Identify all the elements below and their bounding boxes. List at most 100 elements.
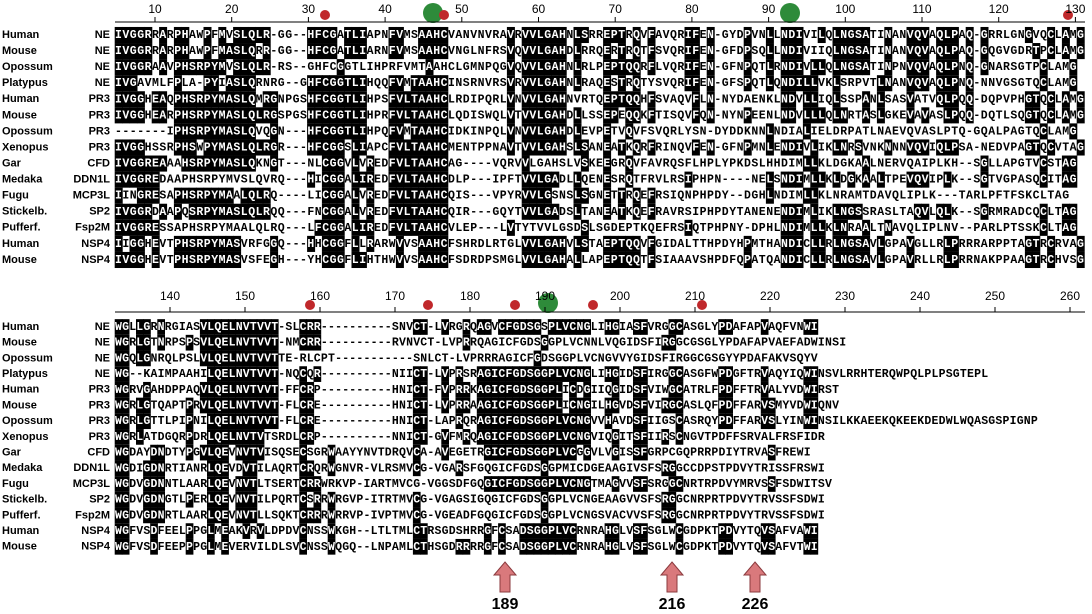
conserved-cell	[505, 444, 513, 461]
conserved-cell	[121, 476, 130, 492]
conserved-cell	[218, 91, 227, 108]
conserved-cell	[247, 26, 256, 44]
conserved-cell	[760, 413, 769, 430]
ruler-label: 260	[1060, 289, 1080, 303]
conserved-cell	[558, 235, 567, 252]
conserved-cell	[203, 251, 212, 269]
conserved-cell	[529, 75, 538, 92]
conserved-cell	[440, 203, 449, 220]
conserved-cell	[725, 381, 733, 398]
conserved-cell	[144, 171, 153, 188]
conserved-cell	[512, 397, 520, 414]
conserved-cell	[839, 43, 848, 60]
conserved-cell	[403, 139, 412, 156]
conserved-cell	[150, 444, 158, 461]
conserved-cell	[788, 26, 797, 44]
conserved-cell	[122, 59, 131, 76]
conserved-cell	[221, 523, 229, 539]
conserved-cell	[256, 523, 265, 539]
ruler-label: 70	[609, 2, 623, 16]
conserved-cell	[943, 26, 952, 44]
conserved-cell	[476, 366, 485, 382]
conserved-cell	[802, 187, 811, 204]
conserved-cell	[980, 155, 989, 172]
conserved-cell	[144, 59, 153, 76]
conserved-cell	[314, 107, 323, 124]
conserved-cell	[114, 507, 123, 524]
conserved-cell	[329, 26, 338, 44]
conserved-cell	[529, 123, 538, 140]
conserved-cell	[242, 381, 251, 398]
conserved-cell	[240, 75, 249, 92]
conserved-cell	[633, 476, 641, 492]
conserved-cell	[314, 91, 323, 108]
conserved-cell	[633, 538, 641, 555]
conserved-cell	[143, 350, 151, 367]
conserved-cell	[847, 26, 856, 44]
conserved-cell	[403, 171, 412, 188]
conserved-cell	[329, 187, 338, 204]
conserved-cell	[603, 107, 612, 124]
conserved-cell	[329, 203, 338, 220]
conserved-cell	[512, 476, 520, 492]
conserved-cell	[498, 319, 506, 335]
conserved-cell	[203, 155, 212, 172]
conserved-cell	[767, 476, 776, 492]
ruler-label: 210	[685, 289, 705, 303]
conserved-cell	[181, 123, 190, 140]
conserved-cell	[121, 538, 130, 555]
conserved-cell	[950, 139, 959, 156]
conserved-cell	[832, 219, 841, 236]
conserved-cell	[506, 139, 515, 156]
conserved-cell	[661, 429, 670, 445]
conserved-cell	[795, 171, 804, 188]
conserved-cell	[203, 235, 212, 252]
conserved-cell	[207, 460, 215, 477]
species-label: Pufferf.	[2, 222, 41, 234]
conserved-cell	[1069, 155, 1078, 172]
conserved-cell	[270, 235, 279, 252]
conserved-cell	[270, 381, 279, 398]
conserved-cell	[604, 319, 613, 335]
conserved-cell	[225, 251, 234, 269]
conserved-cell	[661, 397, 670, 414]
conserved-cell	[718, 397, 726, 414]
conserved-cell	[256, 413, 265, 430]
conserved-cell	[603, 155, 612, 172]
conserved-cell	[207, 413, 215, 430]
conserved-cell	[519, 381, 528, 398]
conserved-cell	[921, 59, 930, 76]
conserved-cell	[519, 413, 528, 430]
species-label: Human	[2, 525, 40, 537]
conserved-cell	[225, 75, 234, 92]
conserved-cell	[157, 319, 165, 335]
conserved-cell	[617, 187, 626, 204]
conserved-cell	[536, 171, 545, 188]
conserved-cell	[240, 43, 249, 60]
conserved-cell	[122, 26, 131, 44]
conserved-cell	[173, 75, 182, 92]
residue-marker	[780, 3, 800, 23]
conserved-cell	[299, 429, 307, 445]
conserved-cell	[403, 187, 412, 204]
conserved-cell	[604, 538, 613, 555]
conserved-cell	[505, 476, 513, 492]
protein-label: PR3	[89, 125, 110, 137]
conserved-cell	[921, 75, 930, 92]
conserved-cell	[249, 319, 258, 335]
conserved-cell	[136, 91, 145, 108]
conserved-cell	[506, 219, 515, 236]
conserved-cell	[249, 413, 258, 430]
conserved-cell	[617, 203, 626, 220]
conserved-cell	[235, 334, 244, 351]
conserved-cell	[675, 397, 684, 414]
conserved-cell	[157, 491, 165, 508]
conserved-cell	[262, 203, 271, 220]
conserved-cell	[299, 507, 307, 524]
conserved-cell	[249, 460, 258, 477]
conserved-cell	[388, 139, 397, 156]
conserved-cell	[788, 251, 797, 269]
conserved-cell	[795, 43, 804, 60]
conserved-cell	[839, 203, 848, 220]
conserved-cell	[533, 397, 542, 414]
